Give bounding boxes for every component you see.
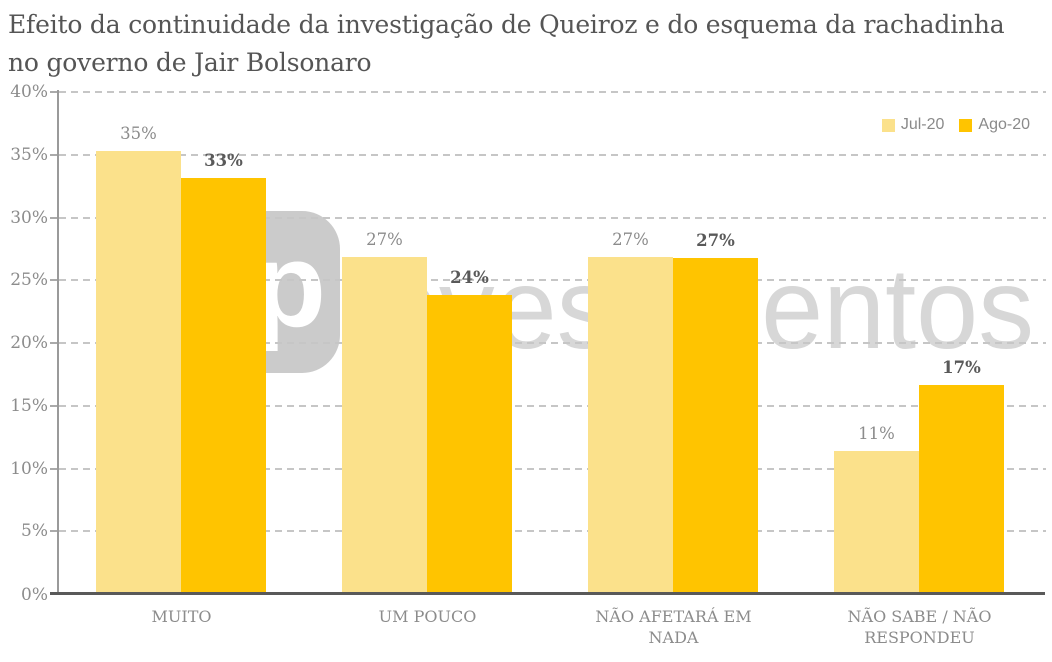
y-axis-label-0: 0% [21, 585, 48, 605]
gridline-5 [59, 530, 1046, 533]
y-tick-5 [50, 530, 59, 533]
category-label-2: UM POUCO [378, 607, 477, 626]
bar-ago-20-3 [673, 258, 758, 592]
y-axis-label-40: 40% [10, 82, 48, 102]
bar-value-label-ago-20-2: 24% [450, 267, 489, 287]
y-axis-label-10: 10% [10, 458, 48, 479]
y-tick-35 [50, 153, 59, 156]
y-tick-40 [50, 91, 59, 93]
y-axis-label-30: 30% [10, 207, 48, 228]
y-axis-label-20: 20% [10, 333, 48, 353]
bar-jul-20-4 [834, 451, 919, 592]
legend: Jul-20 Ago-20 [881, 116, 1030, 134]
gridline-10 [59, 467, 1046, 470]
category-label-3: NÃO AFETARÁ EM NADA [595, 607, 752, 647]
y-axis-label-25: 25% [10, 270, 48, 291]
legend-item-jul-20: Jul-20 [881, 116, 945, 134]
bar-value-label-ago-20-3: 27% [696, 231, 735, 251]
bar-value-label-jul-20-4: 11% [858, 424, 895, 444]
x-axis-line [50, 592, 1045, 595]
bar-value-label-jul-20-2: 27% [366, 229, 403, 249]
y-axis-line [57, 90, 59, 594]
bar-value-label-ago-20-1: 33% [204, 150, 243, 170]
bar-jul-20-3 [588, 256, 673, 592]
legend-swatch-ago-20 [959, 118, 973, 132]
bar-value-label-jul-20-3: 27% [612, 229, 649, 249]
gridline-30 [59, 216, 1046, 219]
chart-title-line-1: Efeito da continuidade da investigação d… [8, 10, 1005, 39]
chart-title: Efeito da continuidade da investigação d… [8, 6, 1050, 82]
y-tick-25 [50, 279, 59, 282]
legend-item-ago-20: Ago-20 [959, 116, 1030, 134]
gridline-15 [59, 404, 1046, 407]
y-axis-label-35: 35% [10, 144, 48, 165]
gridline-40 [59, 91, 1046, 93]
gridline-25 [59, 279, 1046, 282]
chart-title-line-2: no governo de Jair Bolsonaro [8, 48, 372, 77]
bar-ago-20-2 [427, 294, 512, 592]
bar-jul-20-1 [96, 151, 181, 592]
category-label-4: NÃO SABE / NÃO RESPONDEU [847, 607, 992, 647]
category-label-1: MUITO [151, 607, 212, 626]
bar-value-label-ago-20-4: 17% [942, 357, 981, 377]
legend-swatch-jul-20 [881, 118, 895, 132]
bar-value-label-jul-20-1: 35% [120, 124, 157, 144]
gridline-35 [59, 153, 1046, 156]
y-axis-label-5: 5% [21, 521, 48, 542]
y-tick-15 [50, 404, 59, 407]
bar-jul-20-2 [342, 256, 427, 592]
y-axis-label-15: 15% [10, 395, 48, 416]
y-tick-10 [50, 467, 59, 470]
legend-label-ago-20: Ago-20 [978, 116, 1030, 133]
gridline-20 [59, 342, 1046, 344]
y-tick-30 [50, 216, 59, 219]
bar-ago-20-1 [181, 177, 266, 592]
legend-label-jul-20: Jul-20 [900, 116, 945, 133]
bar-ago-20-4 [919, 384, 1004, 592]
y-tick-20 [50, 342, 59, 344]
